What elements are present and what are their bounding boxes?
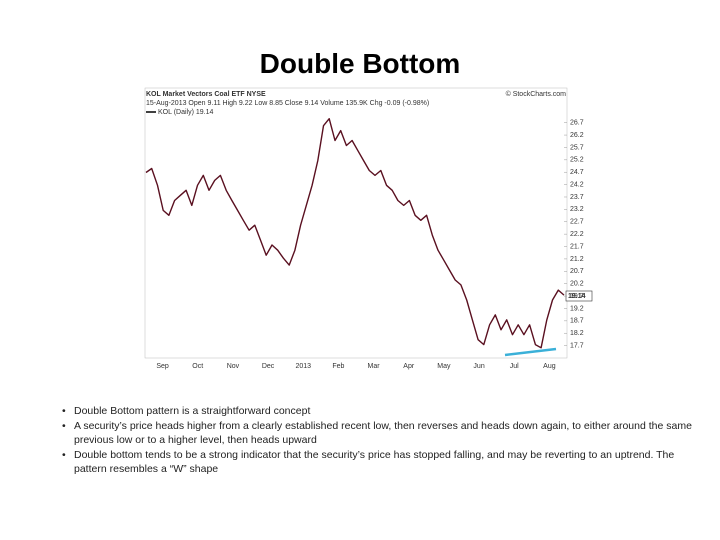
support-line [504, 347, 557, 357]
y-tick-label: 25.2 [570, 157, 584, 164]
y-tick-label: 22.2 [570, 231, 584, 238]
y-tick-label: 20.2 [570, 281, 584, 288]
x-tick-label: Oct [192, 363, 203, 370]
y-tick-label: 19.2 [570, 305, 584, 312]
y-tick-label: 23.7 [570, 194, 584, 201]
slide-title: Double Bottom [259, 48, 461, 79]
y-tick-label: 18.7 [570, 318, 584, 325]
chart-header: KOL Market Vectors Coal ETF NYSE [146, 91, 266, 98]
x-tick-label: Apr [403, 363, 415, 370]
y-tick-label: 21.2 [570, 256, 584, 263]
y-tick-label: 20.7 [570, 268, 584, 275]
x-tick-label: Sep [156, 363, 169, 370]
y-tick-label: 24.7 [570, 169, 584, 176]
y-tick-label: 26.7 [570, 120, 584, 127]
stock-chart: KOL Market Vectors Coal ETF NYSE 15-Aug-… [144, 87, 593, 370]
x-tick-label: 2013 [295, 363, 311, 370]
y-tick-label: 25.7 [570, 144, 584, 151]
x-tick-label: Nov [227, 363, 240, 370]
y-tick-label: 22.7 [570, 219, 584, 226]
price-line [145, 117, 565, 349]
bullet: Double Bottom pattern is a straightforwa… [62, 404, 704, 419]
bullet-list: Double Bottom pattern is a straightforwa… [60, 404, 704, 477]
y-tick-label: 21.7 [570, 243, 584, 250]
chart-header: 15-Aug-2013 Open 9.11 High 9.22 Low 8.85… [146, 100, 429, 107]
x-tick-label: May [437, 363, 451, 370]
chart-source: © StockCharts.com [506, 90, 567, 98]
price-tag-label: 19.14 [568, 293, 586, 300]
x-tick-label: Dec [262, 363, 275, 370]
y-tick-label: 17.7 [570, 342, 584, 349]
x-tick-label: Jul [510, 363, 519, 370]
legend-label: KOL (Daily) 19.14 [158, 109, 213, 116]
y-tick-label: 24.2 [570, 181, 584, 188]
y-tick-label: 19.7 [570, 293, 584, 300]
y-tick-label: 26.2 [570, 132, 584, 139]
x-tick-label: Jun [473, 363, 484, 370]
y-tick-label: 23.2 [570, 206, 584, 213]
x-tick-label: Aug [543, 363, 556, 370]
plot-frame [144, 87, 568, 359]
x-tick-label: Mar [368, 363, 381, 370]
x-tick-label: Feb [332, 363, 344, 370]
y-tick-label: 18.2 [570, 330, 584, 337]
bullet: A security’s price heads higher from a c… [62, 419, 704, 448]
bullet: Double bottom tends to be a strong indic… [62, 448, 704, 477]
